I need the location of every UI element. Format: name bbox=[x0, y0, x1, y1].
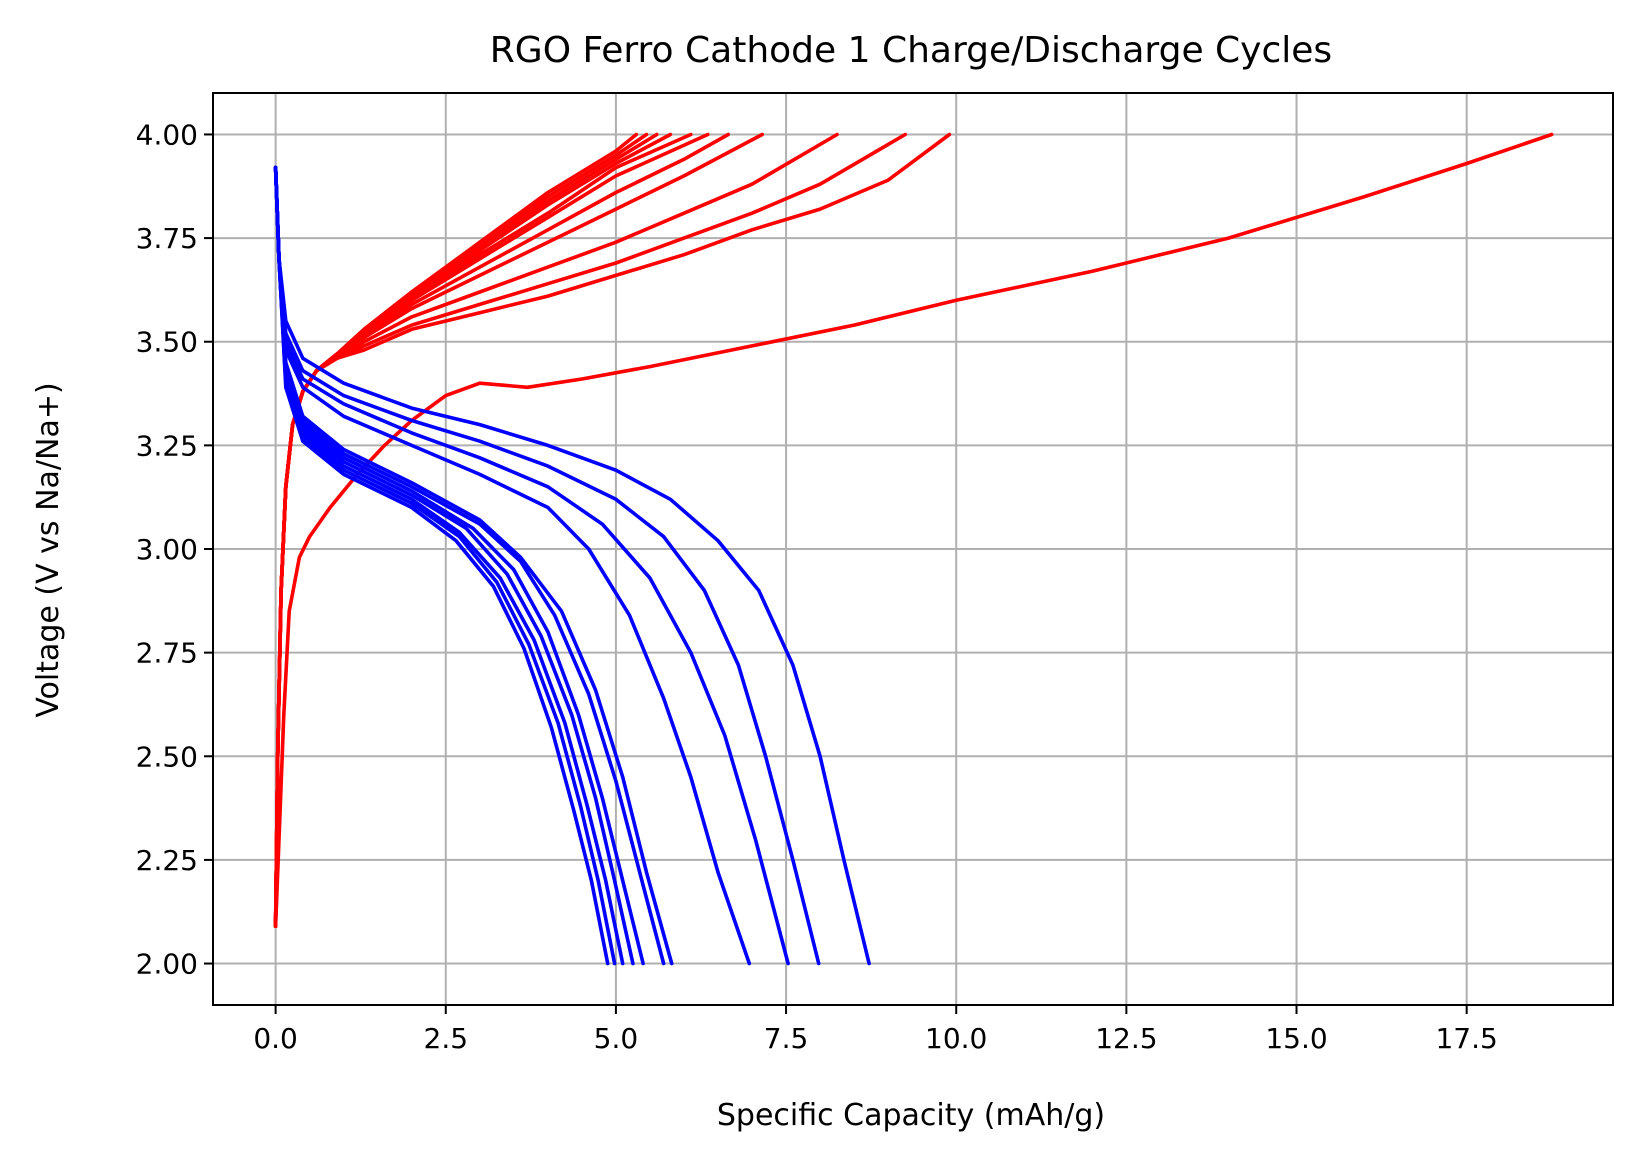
x-tick-label: 0.0 bbox=[253, 1022, 298, 1055]
x-tick-label: 5.0 bbox=[594, 1022, 639, 1055]
discharge-curve bbox=[273, 165, 871, 966]
y-tick-label: 3.25 bbox=[136, 429, 198, 462]
charge-curve bbox=[273, 132, 639, 928]
y-tick-label: 2.75 bbox=[136, 637, 198, 670]
plot-series bbox=[273, 132, 1554, 966]
y-axis-label: Voltage (V vs Na/Na+) bbox=[31, 382, 66, 717]
discharge-curve bbox=[273, 165, 821, 966]
y-tick-label: 4.00 bbox=[136, 118, 198, 151]
discharge-curve bbox=[273, 165, 790, 966]
x-tick-label: 2.5 bbox=[424, 1022, 469, 1055]
y-tick-label: 3.75 bbox=[136, 222, 198, 255]
charge-curve bbox=[273, 132, 1554, 928]
x-tick-label: 17.5 bbox=[1435, 1022, 1497, 1055]
grid-lines bbox=[213, 93, 1613, 1005]
y-tick-label: 3.00 bbox=[136, 533, 198, 566]
x-tick-label: 12.5 bbox=[1095, 1022, 1157, 1055]
axis-ticks: 0.0 2.5 5.0 7.5 10.0 12.5 15.0 17.5 2.00 2.25 2.50… bbox=[136, 118, 1498, 1055]
x-tick-label: 10.0 bbox=[925, 1022, 987, 1055]
chart-title: RGO Ferro Cathode 1 Charge/Discharge Cyc… bbox=[490, 30, 1332, 71]
y-tick-label: 2.25 bbox=[136, 844, 198, 877]
x-axis-label: Specific Capacity (mAh/g) bbox=[717, 1098, 1105, 1133]
x-tick-label: 15.0 bbox=[1265, 1022, 1327, 1055]
y-tick-label: 2.00 bbox=[136, 948, 198, 981]
y-tick-label: 2.50 bbox=[136, 740, 198, 773]
x-tick-label: 7.5 bbox=[764, 1022, 809, 1055]
discharge-curve bbox=[273, 165, 752, 966]
y-tick-label: 3.50 bbox=[136, 326, 198, 359]
discharge-curve bbox=[273, 165, 610, 966]
